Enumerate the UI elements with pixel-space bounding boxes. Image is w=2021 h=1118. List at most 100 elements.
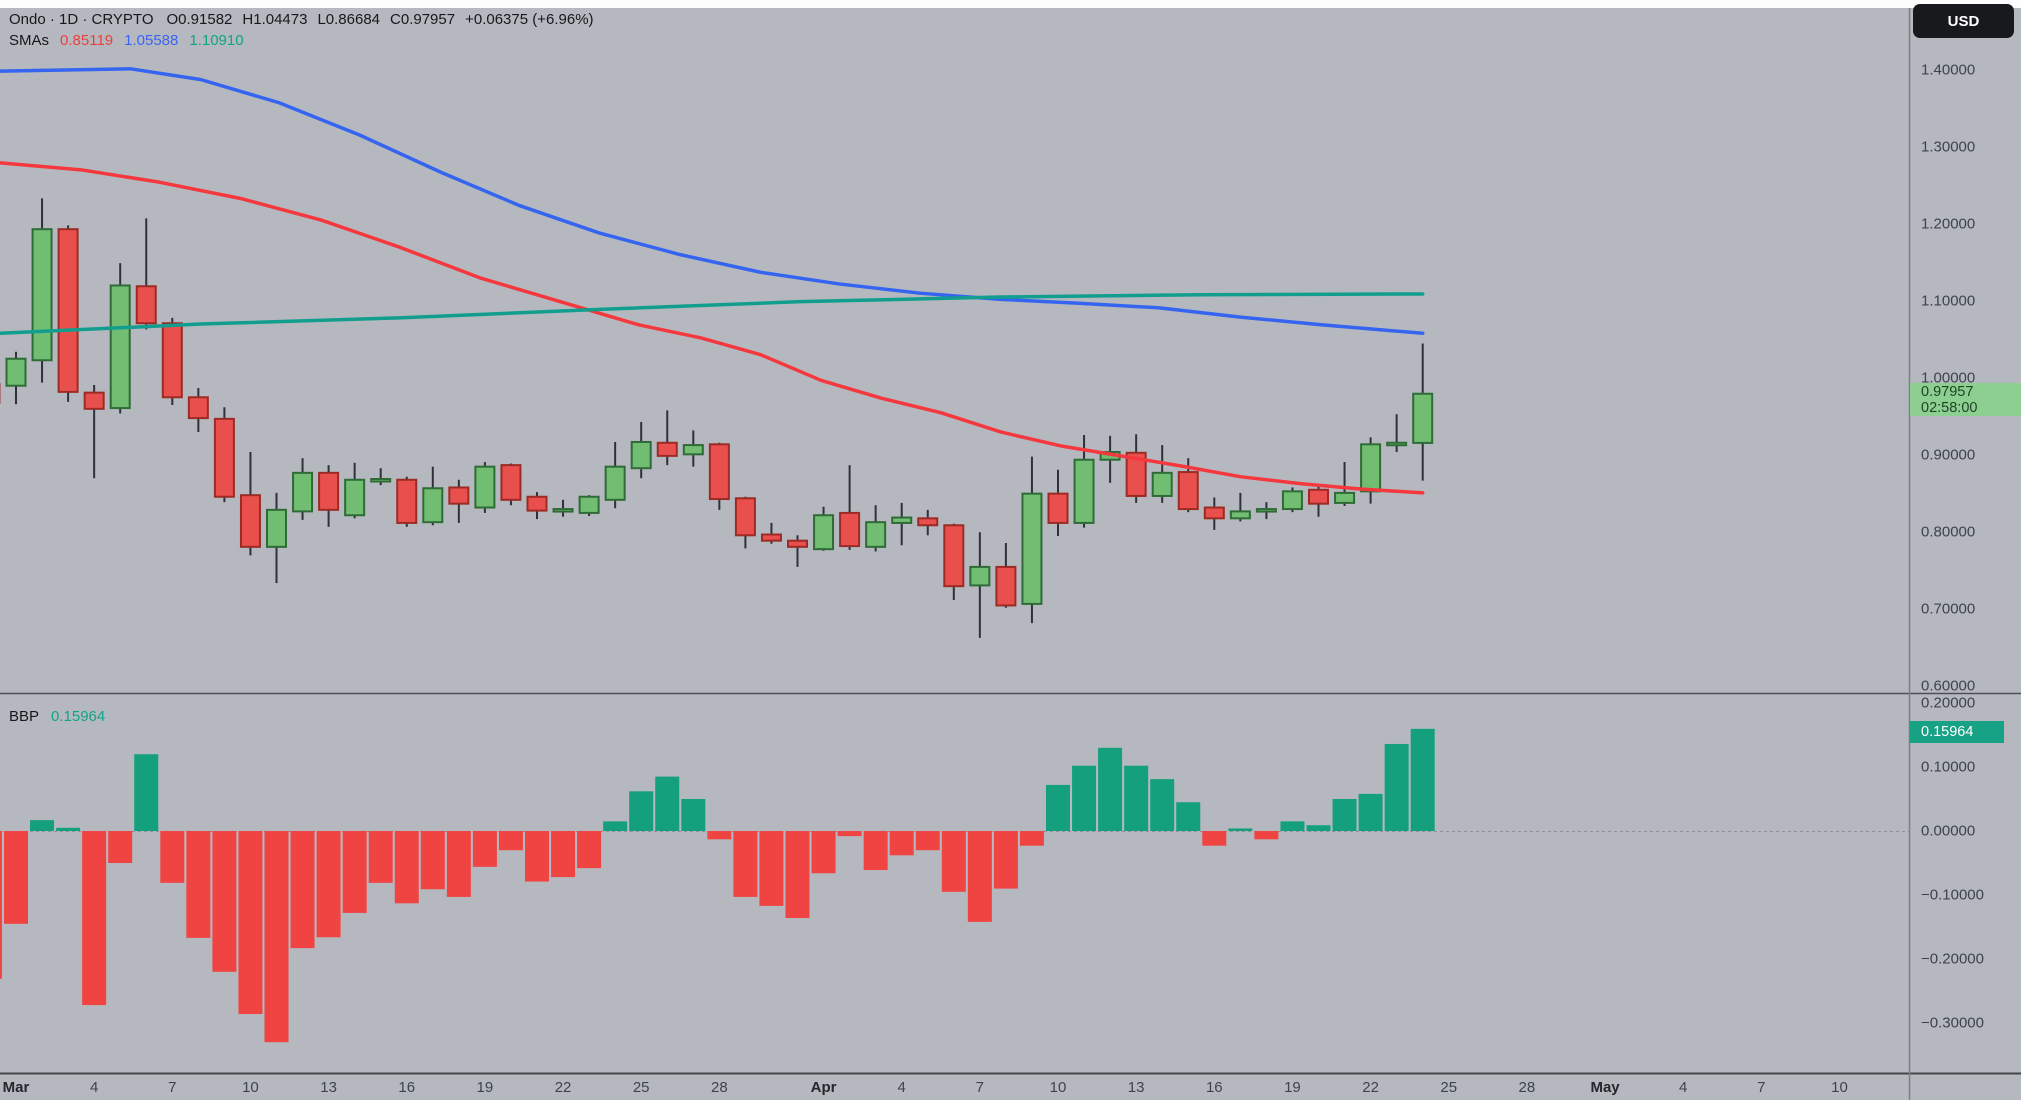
price-tick-label: 0.20000 bbox=[1921, 694, 1976, 712]
bbp-bar bbox=[759, 831, 784, 906]
price-tick-label: 1.10000 bbox=[1921, 292, 1976, 310]
candle-body bbox=[1021, 492, 1043, 605]
candle-body bbox=[1177, 471, 1199, 511]
top-strip bbox=[0, 0, 2021, 8]
candle-body bbox=[969, 565, 991, 587]
candle-body bbox=[604, 465, 626, 501]
bbp-bar bbox=[785, 831, 810, 919]
time-tick-day: 4 bbox=[89, 1079, 99, 1096]
price-tick-label: 1.30000 bbox=[1921, 138, 1976, 156]
bar-close-countdown: 02:58:00 bbox=[1921, 400, 1978, 416]
candle-body bbox=[266, 508, 287, 548]
bbp-bar bbox=[551, 831, 576, 878]
candle-body bbox=[135, 285, 157, 325]
candle-body bbox=[448, 486, 470, 505]
candle-body bbox=[708, 443, 730, 501]
time-tick-day: 10 bbox=[242, 1079, 259, 1096]
candles bbox=[0, 198, 1434, 638]
close-value: C0.97957 bbox=[390, 11, 456, 28]
bbp-bar bbox=[915, 831, 940, 851]
time-tick-day: 25 bbox=[1440, 1079, 1458, 1096]
bbp-bar bbox=[811, 831, 836, 874]
sma-slow-value: 1.10910 bbox=[189, 32, 244, 49]
current-price-label: 0.97957 02:58:00 bbox=[1910, 383, 2021, 416]
candle-body bbox=[1360, 443, 1382, 493]
sma-legend[interactable]: SMAs 0.85119 1.05588 1.10910 bbox=[9, 32, 244, 49]
bbp-bar bbox=[1280, 821, 1305, 831]
candle-body bbox=[865, 521, 887, 548]
symbol-title[interactable]: Ondo · 1D · CRYPTO bbox=[9, 11, 154, 28]
candle-body bbox=[526, 495, 548, 512]
bbp-value-label: 0.15964 bbox=[1910, 721, 2004, 743]
candle-body bbox=[552, 508, 574, 513]
bbp-bar bbox=[967, 831, 992, 922]
bbp-bar bbox=[1150, 779, 1175, 831]
candle-body bbox=[5, 357, 27, 387]
time-tick-month: Apr bbox=[810, 1079, 837, 1096]
currency-toggle-button[interactable]: USD bbox=[1913, 4, 2014, 38]
bbp-bar bbox=[889, 831, 914, 856]
candle-body bbox=[57, 228, 79, 393]
bbp-bar bbox=[1019, 831, 1044, 846]
bbp-bar bbox=[655, 776, 680, 831]
price-tick-label: 1.00000 bbox=[1921, 369, 1976, 387]
bbp-bar bbox=[1098, 747, 1123, 831]
time-tick-day: 25 bbox=[632, 1079, 650, 1096]
candle-body bbox=[995, 565, 1017, 607]
high-value: H1.04473 bbox=[242, 11, 308, 28]
bbp-legend[interactable]: BBP 0.15964 bbox=[9, 708, 105, 725]
time-tick-day: 4 bbox=[897, 1079, 906, 1096]
candle-body bbox=[1151, 471, 1173, 497]
price-tick-label: 0.10000 bbox=[1921, 758, 1976, 776]
bbp-bar bbox=[525, 831, 549, 882]
bbp-bar bbox=[4, 831, 28, 924]
price-tick-label: −0.30000 bbox=[1921, 1014, 1984, 1032]
bbp-bar bbox=[1410, 728, 1435, 831]
candle-body bbox=[1281, 490, 1303, 511]
time-tick-day: 10 bbox=[1831, 1079, 1848, 1096]
price-tick-label: 1.20000 bbox=[1921, 215, 1976, 233]
candle-body bbox=[31, 228, 53, 362]
bbp-bar bbox=[1306, 825, 1331, 831]
bbp-bar bbox=[863, 831, 888, 871]
sma-line bbox=[0, 292, 1425, 336]
candle-body bbox=[1334, 491, 1356, 504]
symbol-header: Ondo · 1D · CRYPTO O0.91582 H1.04473 L0.… bbox=[9, 11, 594, 28]
candle-body bbox=[396, 478, 418, 524]
bbp-bar bbox=[134, 754, 159, 831]
candle-body bbox=[787, 539, 808, 548]
time-tick-day: 4 bbox=[1679, 1079, 1688, 1096]
candle-body bbox=[161, 322, 183, 399]
sma-fast-value: 0.85119 bbox=[60, 32, 114, 49]
candle-body bbox=[344, 478, 366, 517]
bbp-bar bbox=[82, 831, 107, 1006]
bbp-bar bbox=[1358, 793, 1383, 831]
candle-body bbox=[682, 444, 704, 456]
price-tick-label: 0.70000 bbox=[1921, 600, 1976, 618]
candle-body bbox=[1047, 492, 1069, 524]
bbp-bar bbox=[0, 831, 2, 979]
candle-body bbox=[1203, 506, 1225, 520]
time-tick-day: 10 bbox=[1049, 1079, 1067, 1096]
bbp-bar bbox=[1176, 802, 1201, 831]
bbp-bar bbox=[681, 799, 706, 831]
price-tick-label: 0.00000 bbox=[1921, 822, 1976, 840]
candle-body bbox=[1073, 458, 1095, 524]
bbp-bar bbox=[1046, 784, 1070, 831]
time-tick-month: Mar bbox=[2, 1079, 30, 1096]
candle-body bbox=[187, 396, 209, 420]
bbp-bar bbox=[394, 831, 419, 904]
time-tick-day: 7 bbox=[975, 1079, 985, 1096]
price-tick-label: 0.60000 bbox=[1921, 677, 1976, 695]
bbp-bar bbox=[186, 831, 211, 938]
bbp-bar bbox=[342, 831, 367, 913]
price-tick-label: −0.10000 bbox=[1921, 886, 1984, 904]
price-tick-label: 0.90000 bbox=[1921, 446, 1976, 464]
bbp-bar bbox=[30, 820, 55, 831]
time-tick-day: 22 bbox=[1362, 1079, 1379, 1096]
time-tick-day: 22 bbox=[554, 1079, 572, 1096]
sma-mid-value: 1.05588 bbox=[124, 32, 179, 49]
bbp-bar bbox=[1332, 799, 1357, 831]
sma-line bbox=[0, 161, 1425, 495]
